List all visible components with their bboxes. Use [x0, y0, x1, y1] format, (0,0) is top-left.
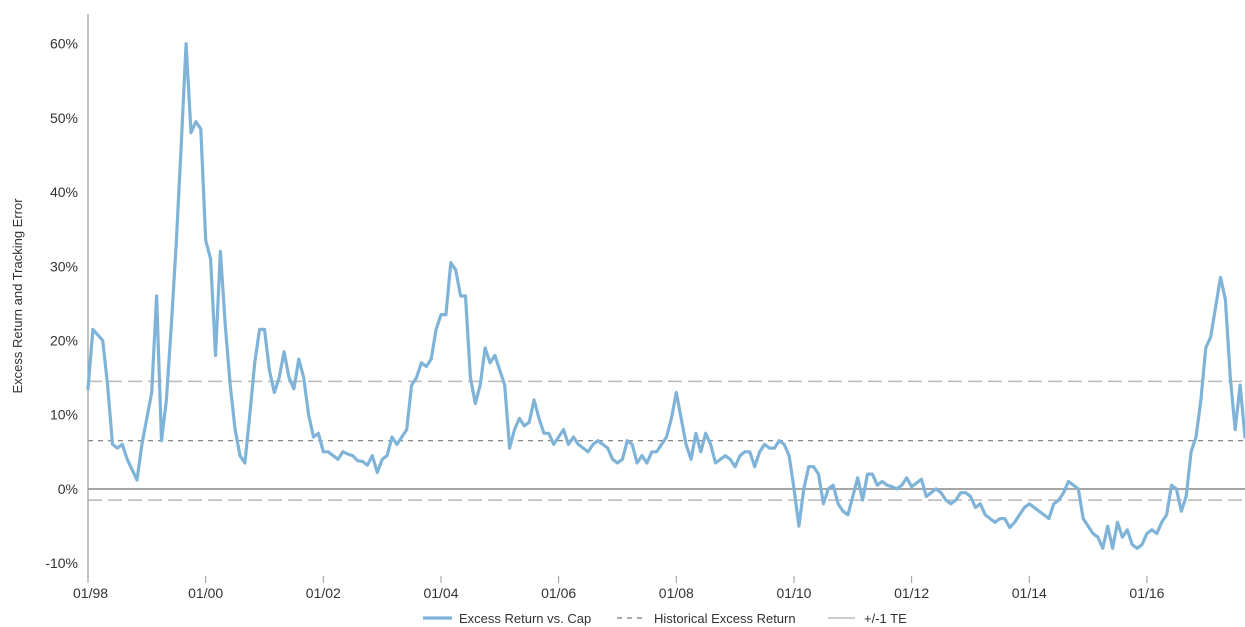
legend: Excess Return vs. Cap Historical Excess … — [423, 611, 907, 626]
series-line-excess-return — [86, 42, 1245, 550]
x-tick-label: 01/08 — [659, 585, 694, 601]
x-tick-label: 01/02 — [306, 585, 341, 601]
y-tick-labels: 60% 50% 40% 30% 20% 10% 0% -10% — [45, 36, 78, 571]
y-tick-label: 10% — [50, 407, 78, 423]
y-tick-label: 20% — [50, 333, 78, 349]
x-tick-label: 01/14 — [1012, 585, 1047, 601]
y-axis-title: Excess Return and Tracking Error — [10, 198, 25, 394]
x-tick-label: 01/06 — [541, 585, 576, 601]
legend-label-historical: Historical Excess Return — [654, 611, 796, 626]
x-tick-label: 01/98 — [73, 585, 108, 601]
y-tick-label: 0% — [58, 481, 78, 497]
x-tick-label: 01/04 — [423, 585, 458, 601]
x-tick-label: 01/16 — [1129, 585, 1164, 601]
y-tick-label: 50% — [50, 110, 78, 126]
x-tick-label: 01/00 — [188, 585, 223, 601]
x-tick-labels: 01/98 01/00 01/02 01/04 01/06 01/08 01/10 01/12… — [73, 576, 1165, 601]
y-tick-label: 30% — [50, 258, 78, 274]
x-tick-label: 01/10 — [776, 585, 811, 601]
legend-label-excess: Excess Return vs. Cap — [459, 611, 591, 626]
x-tick-label: 01/12 — [894, 585, 929, 601]
series-layer — [86, 42, 1245, 550]
legend-label-te: +/-1 TE — [864, 611, 907, 626]
y-tick-label: 40% — [50, 184, 78, 200]
y-tick-label: 60% — [50, 36, 78, 52]
y-tick-label: -10% — [45, 555, 78, 571]
reference-lines — [88, 380, 1245, 501]
